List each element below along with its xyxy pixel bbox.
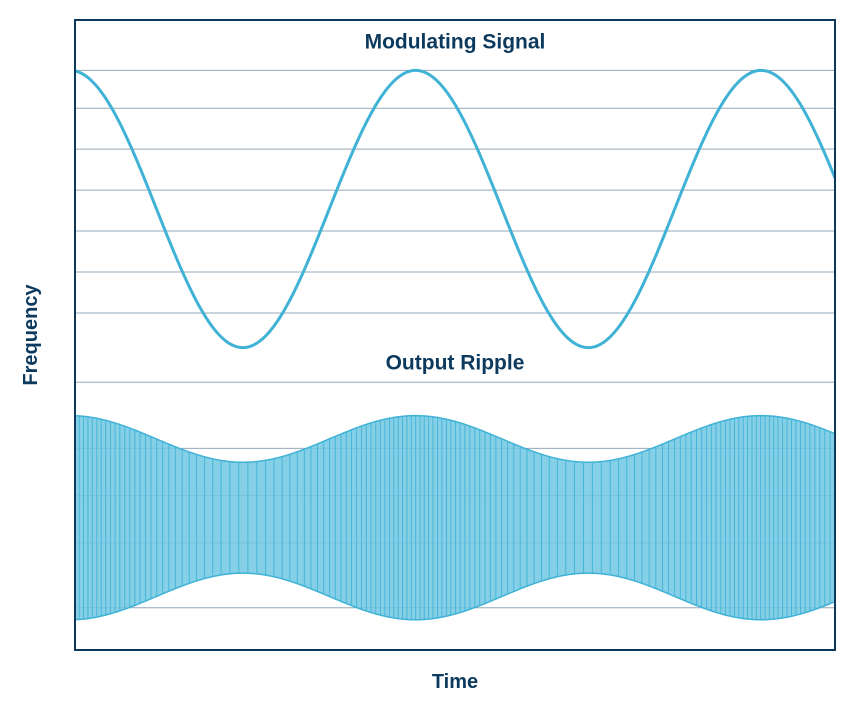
y-axis-label: Frequency [20,284,42,386]
chart-stage: Modulating Signal Output Ripple Frequency T… [0,0,857,706]
x-axis-label: Time [432,671,478,693]
output-ripple-title: Output Ripple [386,352,525,375]
modulating-signal-title: Modulating Signal [365,30,546,53]
chart-svg: Modulating Signal Output Ripple Frequency T… [0,0,857,706]
